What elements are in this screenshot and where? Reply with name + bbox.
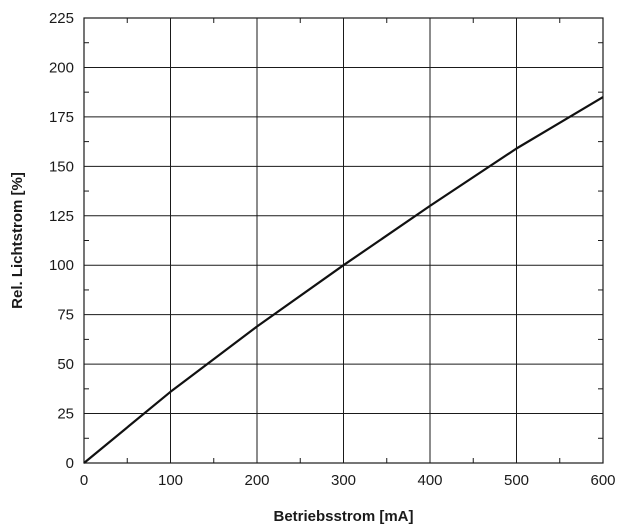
y-tick-labels: 0 25 50 75 100 125 150 175 200 225	[49, 10, 74, 472]
series-line	[83, 96, 604, 464]
x-tick-label: 300	[331, 472, 356, 489]
y-tick-label: 50	[57, 356, 74, 373]
x-axis-label: Betriebsstrom [mA]	[273, 508, 413, 525]
y-tick-label: 225	[49, 10, 74, 27]
plot-frame	[83, 17, 604, 464]
x-tick-label: 400	[417, 472, 442, 489]
y-axis-label: Rel. Lichtstrom [%]	[9, 172, 26, 309]
y-tick-label: 75	[57, 307, 74, 324]
minor-ticks	[84, 18, 603, 463]
x-tick-labels: 0 100 200 300 400 500 600	[80, 472, 616, 489]
y-tick-label: 100	[49, 257, 74, 274]
y-tick-label: 25	[57, 406, 74, 423]
x-tick-label: 500	[504, 472, 529, 489]
x-tick-label: 600	[590, 472, 615, 489]
y-tick-label: 125	[49, 208, 74, 225]
y-tick-label: 200	[49, 59, 74, 76]
x-tick-label: 100	[158, 472, 183, 489]
y-tick-label: 0	[66, 455, 74, 472]
grid-lines	[84, 18, 603, 463]
x-tick-label: 0	[80, 472, 88, 489]
x-tick-label: 200	[244, 472, 269, 489]
y-tick-label: 175	[49, 109, 74, 126]
series-layer	[83, 96, 604, 464]
y-tick-label: 150	[49, 158, 74, 175]
